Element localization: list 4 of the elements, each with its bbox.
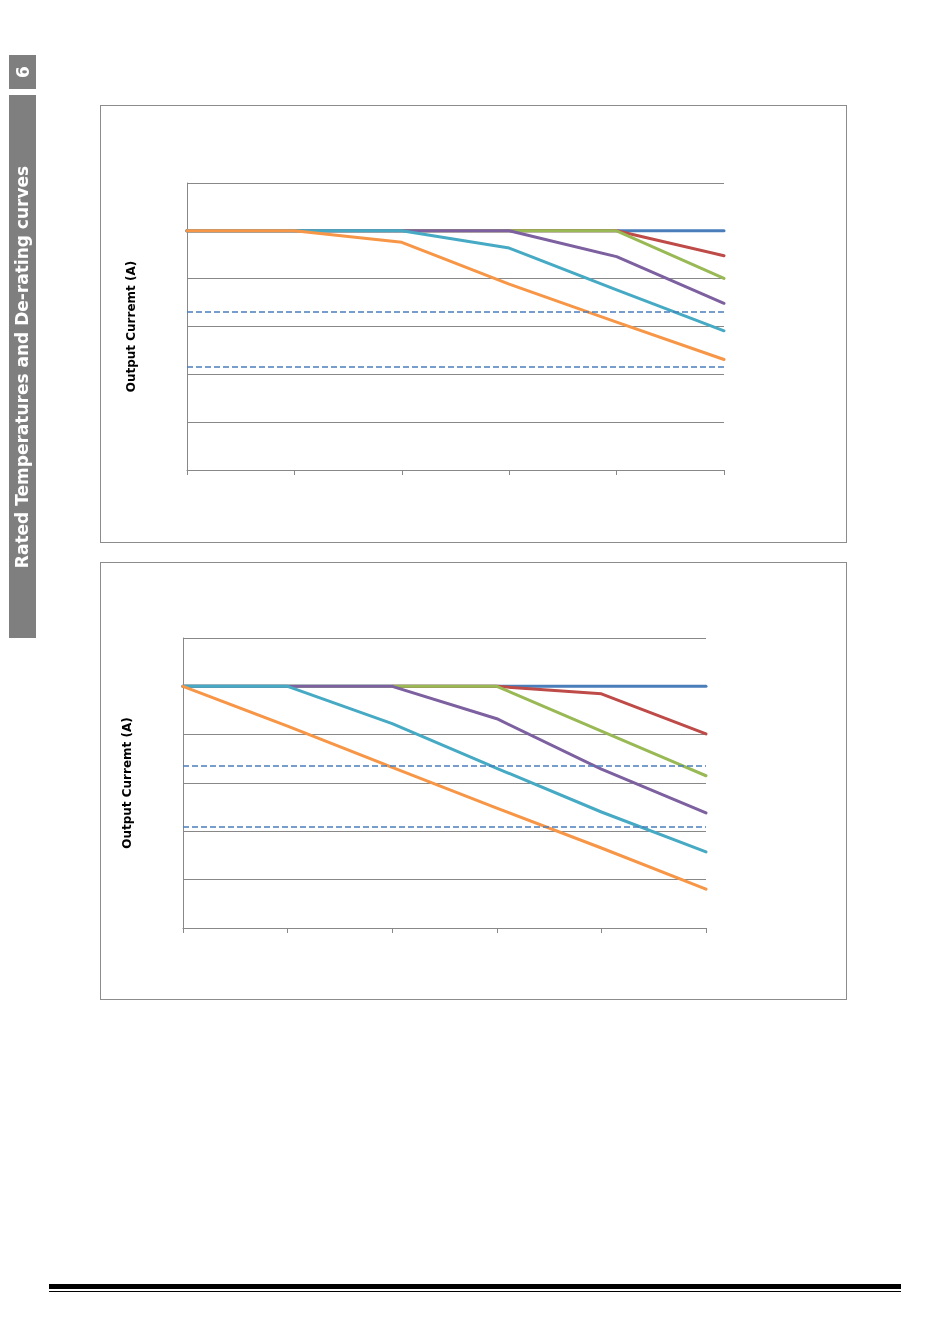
y-axis-title: Output Curremt (A) — [120, 717, 134, 849]
y-axis-title: Output Curremt (A) — [124, 260, 138, 393]
text: Rated Temperatures and De-rating curves — [12, 165, 33, 568]
text: 6 — [12, 66, 33, 78]
